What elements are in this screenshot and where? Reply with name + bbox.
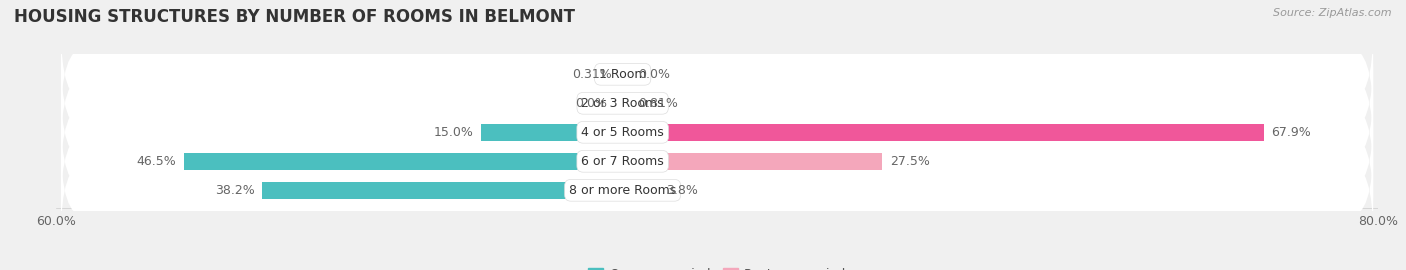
FancyBboxPatch shape	[60, 115, 1374, 207]
Text: 0.81%: 0.81%	[638, 97, 678, 110]
Text: 0.0%: 0.0%	[638, 68, 669, 81]
Text: 67.9%: 67.9%	[1271, 126, 1310, 139]
FancyBboxPatch shape	[60, 86, 1374, 178]
Legend: Owner-occupied, Renter-occupied: Owner-occupied, Renter-occupied	[582, 263, 852, 270]
Text: 3.8%: 3.8%	[666, 184, 697, 197]
Bar	[184, 153, 623, 170]
FancyBboxPatch shape	[60, 57, 1374, 149]
Bar	[623, 95, 630, 112]
FancyBboxPatch shape	[60, 28, 1374, 120]
Bar	[620, 66, 623, 83]
Text: 6 or 7 Rooms: 6 or 7 Rooms	[581, 155, 664, 168]
Text: 46.5%: 46.5%	[136, 155, 176, 168]
Text: 8 or more Rooms: 8 or more Rooms	[569, 184, 676, 197]
Text: 38.2%: 38.2%	[215, 184, 254, 197]
Text: Source: ZipAtlas.com: Source: ZipAtlas.com	[1274, 8, 1392, 18]
Text: 15.0%: 15.0%	[433, 126, 474, 139]
Text: 4 or 5 Rooms: 4 or 5 Rooms	[581, 126, 664, 139]
Text: 1 Room: 1 Room	[599, 68, 647, 81]
Bar	[481, 124, 623, 141]
Text: 0.31%: 0.31%	[572, 68, 612, 81]
Text: 2 or 3 Rooms: 2 or 3 Rooms	[581, 97, 664, 110]
Bar	[623, 153, 883, 170]
Text: HOUSING STRUCTURES BY NUMBER OF ROOMS IN BELMONT: HOUSING STRUCTURES BY NUMBER OF ROOMS IN…	[14, 8, 575, 26]
Text: 27.5%: 27.5%	[890, 155, 929, 168]
Bar	[623, 124, 1264, 141]
Bar	[623, 182, 658, 199]
FancyBboxPatch shape	[60, 144, 1374, 237]
Text: 0.0%: 0.0%	[575, 97, 607, 110]
Bar	[262, 182, 623, 199]
